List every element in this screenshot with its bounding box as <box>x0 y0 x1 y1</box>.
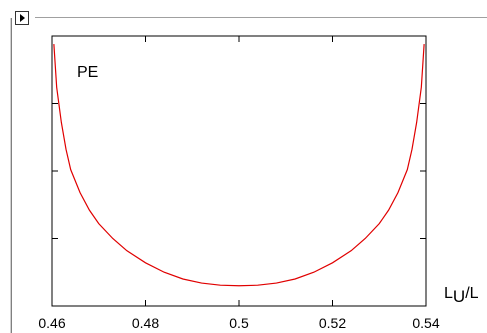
x-axis-label: LU/L <box>444 285 479 306</box>
x-tick-label: 0.46 <box>38 315 65 331</box>
triangle-right-icon <box>20 14 25 22</box>
x-tick-label: 0.48 <box>132 315 159 331</box>
series-annotation: PE <box>77 64 98 81</box>
region-top-rule <box>35 17 487 18</box>
x-tick-label: 0.54 <box>412 315 439 331</box>
x-tick-label: 0.5 <box>229 315 249 331</box>
frame-border-left-shadow <box>11 18 12 333</box>
x-axis-label-subscript: U <box>453 287 465 306</box>
x-axis-label-suffix: /L <box>465 285 478 302</box>
x-tick-label: 0.52 <box>319 315 346 331</box>
x-axis-label-base: L <box>444 285 453 302</box>
pe-curve <box>53 44 425 287</box>
x-ticks: 0.46 0.48 0.5 0.52 0.54 <box>38 36 440 331</box>
frame-border-left <box>10 18 11 333</box>
y-ticks <box>52 103 426 239</box>
plot-frame <box>51 35 427 307</box>
collapse-toggle-button[interactable] <box>15 11 29 25</box>
